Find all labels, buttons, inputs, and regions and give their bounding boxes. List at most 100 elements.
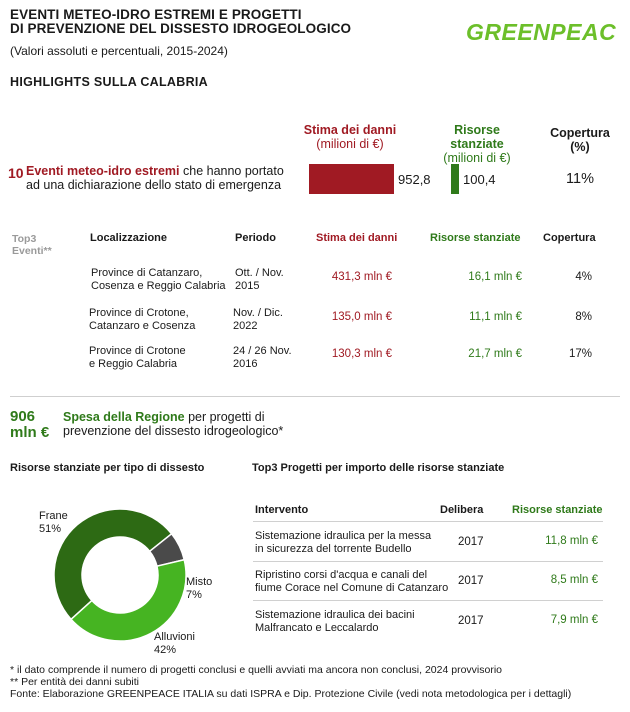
projects-header-line xyxy=(253,521,603,522)
region-line-2: prevenzione del dissesto idrogeologico* xyxy=(63,424,284,438)
project-row-3-year: 2017 xyxy=(458,615,484,627)
col-intervention-header: Intervento xyxy=(255,504,309,516)
event-row-2-location: Province di Crotone, Catanzaro e Cosenza xyxy=(89,307,195,332)
damage-header-unit: (milioni di €) xyxy=(316,137,384,151)
damage-bar xyxy=(309,164,394,194)
projects-row-line-2 xyxy=(253,600,603,601)
event-1-loc-line2: Cosenza e Reggio Calabria xyxy=(91,279,226,292)
project-row-1-intervention: Sistemazione idraulica per la messa in s… xyxy=(255,530,431,555)
event-row-2-coverage: 8% xyxy=(575,311,592,323)
coverage-header-unit: (%) xyxy=(570,140,590,154)
project-row-2-year: 2017 xyxy=(458,575,484,587)
project-row-1-resources: 11,8 mln € xyxy=(545,535,598,547)
page-subtitle: (Valori assoluti e percentuali, 2015-202… xyxy=(10,44,228,58)
event-2-loc-line2: Catanzaro e Cosenza xyxy=(89,319,196,332)
project-row-2-intervention: Ripristino corsi d'acqua e canali del fi… xyxy=(255,569,448,594)
event-row-3-resources: 21,7 mln € xyxy=(468,348,522,360)
event-3-period-line2: 2016 xyxy=(233,357,258,370)
event-2-period-line2: 2022 xyxy=(233,319,258,332)
page-title: EVENTI METEO-IDRO ESTREMI E PROGETTI DI … xyxy=(10,8,351,36)
events-description: Eventi meteo-idro estremi che hanno port… xyxy=(26,164,296,192)
events-highlight: Eventi meteo-idro estremi xyxy=(26,164,180,178)
project-row-1-year: 2017 xyxy=(458,536,484,548)
projects-row-line-1 xyxy=(253,561,603,562)
donut-chart xyxy=(53,508,187,642)
project-2-line2: fiume Corace nel Comune di Catanzaro xyxy=(255,581,449,594)
event-row-1-coverage: 4% xyxy=(575,271,592,283)
summary-resources-header: Risorse stanziate (milioni di €) xyxy=(427,123,527,165)
event-3-loc-line1: Province di Crotone xyxy=(89,345,186,357)
label-frane-name: Frane xyxy=(39,510,68,522)
event-row-3-period: 24 / 26 Nov. 2016 xyxy=(233,345,292,370)
event-1-period-line2: 2015 xyxy=(235,279,260,292)
project-1-line1: Sistemazione idraulica per la messa xyxy=(255,530,432,542)
footnote-2: ** Per entità dei danni subiti xyxy=(10,676,139,688)
region-description: Spesa della Regione per progetti di prev… xyxy=(63,410,283,438)
title-line-1: EVENTI METEO-IDRO ESTREMI E PROGETTI xyxy=(10,7,302,22)
section-divider xyxy=(10,396,620,397)
projects-title: Top3 Progetti per importo delle risorse … xyxy=(252,462,505,474)
resources-bar xyxy=(451,164,459,194)
label-alluvioni: Alluvioni 42% xyxy=(154,631,195,656)
side-label-top3: Top3 xyxy=(12,233,37,245)
resources-value: 100,4 xyxy=(463,172,496,187)
label-frane-value: 51% xyxy=(39,522,62,535)
region-amount: 906 mln € xyxy=(10,409,49,441)
col-resolution-header: Delibera xyxy=(440,504,484,516)
top3-events-side-label: Top3 Eventi** xyxy=(12,233,52,257)
label-misto: Misto 7% xyxy=(186,576,212,601)
event-row-1-resources: 16,1 mln € xyxy=(468,271,522,283)
event-row-1-period: Ott. / Nov. 2015 xyxy=(235,267,284,292)
summary-coverage-header: Copertura (%) xyxy=(540,126,620,154)
label-alluvioni-value: 42% xyxy=(154,643,177,656)
col-resources-header: Risorse stanziate xyxy=(430,232,521,244)
event-row-2-damage: 135,0 mln € xyxy=(331,311,392,323)
summary-damage-header: Stima dei danni (milioni di €) xyxy=(300,123,400,151)
greenpeace-logo: GREENPEACE xyxy=(466,19,616,45)
event-row-3-coverage: 17% xyxy=(568,348,592,360)
events-rest: che hanno portato xyxy=(183,164,284,178)
resources-header-unit: (milioni di €) xyxy=(443,151,511,165)
event-row-3-damage: 130,3 mln € xyxy=(331,348,392,360)
event-3-period-line1: 24 / 26 Nov. xyxy=(233,345,292,357)
project-2-line1: Ripristino corsi d'acqua e canali del xyxy=(255,569,428,581)
col-proj-resources-header: Risorse stanziate xyxy=(512,504,603,516)
event-row-1-location: Province di Catanzaro, Cosenza e Reggio … xyxy=(91,267,226,292)
footnote-1: * il dato comprende il numero di progett… xyxy=(10,664,503,676)
col-damage-header: Stima dei danni xyxy=(316,232,398,244)
region-amount-value: 906 xyxy=(10,408,36,425)
label-alluvioni-name: Alluvioni xyxy=(154,631,195,643)
region-highlight: Spesa della Regione xyxy=(63,410,185,424)
col-location-header: Localizzazione xyxy=(90,232,168,244)
damage-value: 952,8 xyxy=(398,172,431,187)
damage-header-label: Stima dei danni xyxy=(303,123,397,137)
footnote-source: Fonte: Elaborazione GREENPEACE ITALIA su… xyxy=(10,688,572,700)
side-label-events: Eventi** xyxy=(12,245,52,257)
events-count: 10 xyxy=(8,165,24,181)
coverage-value: 11% xyxy=(566,171,594,187)
event-3-loc-line2: e Reggio Calabria xyxy=(89,357,178,370)
logo-text: GREENPEACE xyxy=(466,19,616,45)
label-misto-name: Misto xyxy=(186,576,213,588)
label-frane: Frane 51% xyxy=(39,510,68,535)
region-rest: per progetti di xyxy=(188,410,265,424)
title-line-2: DI PREVENZIONE DEL DISSESTO IDROGEOLOGIC… xyxy=(10,21,352,36)
event-row-2-period: Nov. / Dic. 2022 xyxy=(233,307,283,332)
event-row-2-resources: 11,1 mln € xyxy=(469,311,522,323)
events-line-2: ad una dichiarazione dello stato di emer… xyxy=(26,178,282,192)
col-period-header: Periodo xyxy=(235,232,276,244)
col-coverage-header: Copertura xyxy=(543,232,596,244)
event-1-period-line1: Ott. / Nov. xyxy=(235,267,284,279)
event-row-1-damage: 431,3 mln € xyxy=(331,271,392,283)
project-row-3-intervention: Sistemazione idraulica dei bacini Malfra… xyxy=(255,609,415,634)
event-row-3-location: Province di Crotone e Reggio Calabria xyxy=(89,345,186,370)
section-title: HIGHLIGHTS SULLA CALABRIA xyxy=(10,75,208,89)
label-misto-value: 7% xyxy=(186,588,202,601)
resources-header-label: Risorse stanziate xyxy=(450,123,504,151)
project-row-2-resources: 8,5 mln € xyxy=(550,574,598,586)
region-amount-unit: mln € xyxy=(10,424,50,441)
event-2-period-line1: Nov. / Dic. xyxy=(233,307,283,319)
chart-title: Risorse stanziate per tipo di dissesto xyxy=(10,462,205,474)
event-2-loc-line1: Province di Crotone, xyxy=(89,307,189,319)
project-3-line2: Malfrancato e Leccalardo xyxy=(255,621,379,634)
